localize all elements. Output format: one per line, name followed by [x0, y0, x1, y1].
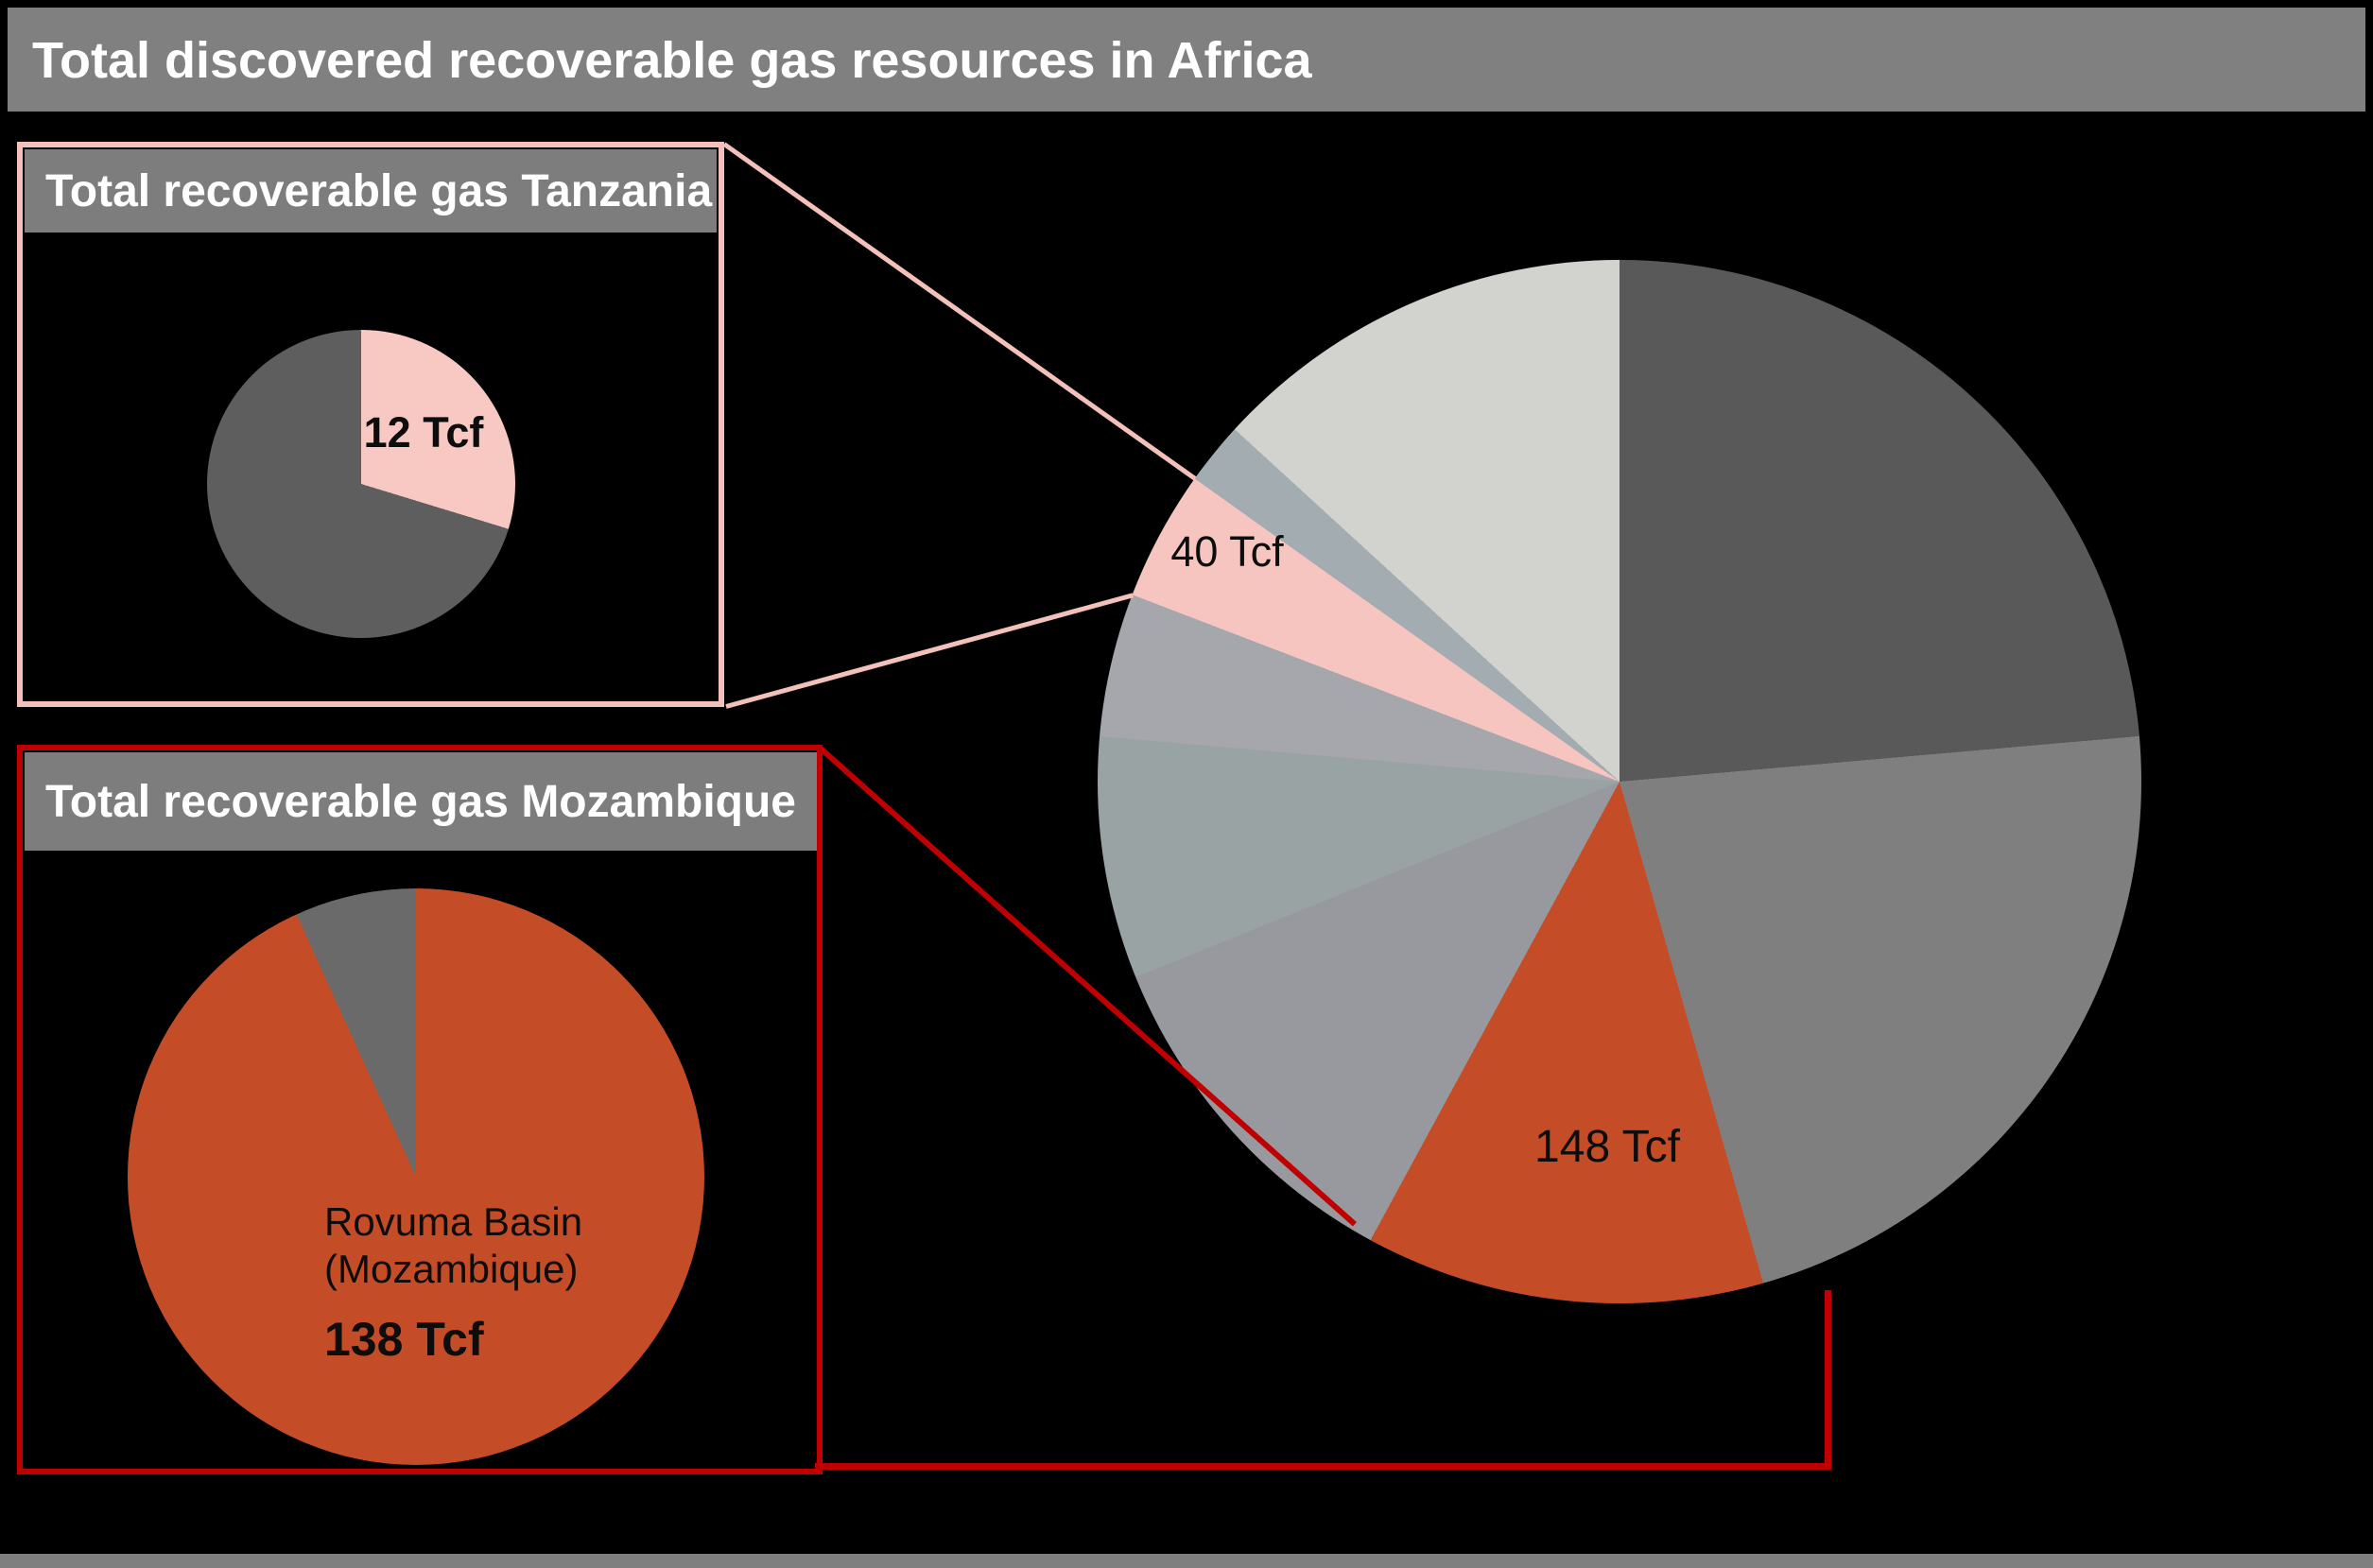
tanzania-box-header: Total recoverable gas Tanzania: [25, 149, 717, 233]
bottom-edge-strip: [0, 1554, 2373, 1568]
mozambique-connector-line-horizontal: [815, 1463, 1831, 1470]
mozambique-box-title: Total recoverable gas Mozambique: [45, 777, 796, 827]
title-bar: Total discovered recoverable gas resourc…: [8, 8, 2365, 112]
mozambique-pie-chart: [128, 888, 704, 1465]
tanzania-box-title: Total recoverable gas Tanzania: [45, 166, 713, 216]
mozambique-box-header: Total recoverable gas Mozambique: [25, 752, 817, 851]
tanzania-slice-label: 12 Tcf: [363, 408, 484, 457]
page-title: Total discovered recoverable gas resourc…: [32, 32, 1312, 89]
tanzania-connector-line-top: [722, 142, 1197, 481]
africa-pie-chart: [1098, 260, 2141, 1303]
rovuma-basin-value: 138 Tcf: [324, 1313, 484, 1366]
rovuma-basin-label: Rovuma Basin (Mozambique): [324, 1199, 583, 1291]
tanzania-pie-chart: [207, 330, 515, 638]
pink-slice-label: 40 Tcf: [1170, 527, 1284, 576]
mozambique-connector-line-vertical: [1825, 1290, 1831, 1470]
tanzania-connector-line-bottom: [725, 593, 1134, 709]
orange-slice-label: 148 Tcf: [1534, 1122, 1680, 1172]
